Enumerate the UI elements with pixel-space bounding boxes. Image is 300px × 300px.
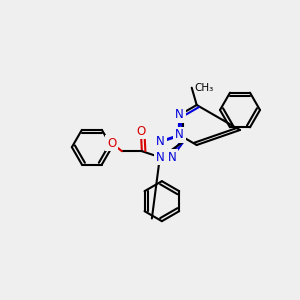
Text: O: O <box>136 125 146 138</box>
Text: N: N <box>155 151 164 164</box>
Text: N: N <box>175 109 184 122</box>
Text: O: O <box>107 137 116 150</box>
Text: CH₃: CH₃ <box>195 83 214 93</box>
Text: N: N <box>168 151 176 164</box>
Text: N: N <box>156 135 165 148</box>
Text: N: N <box>175 128 184 142</box>
